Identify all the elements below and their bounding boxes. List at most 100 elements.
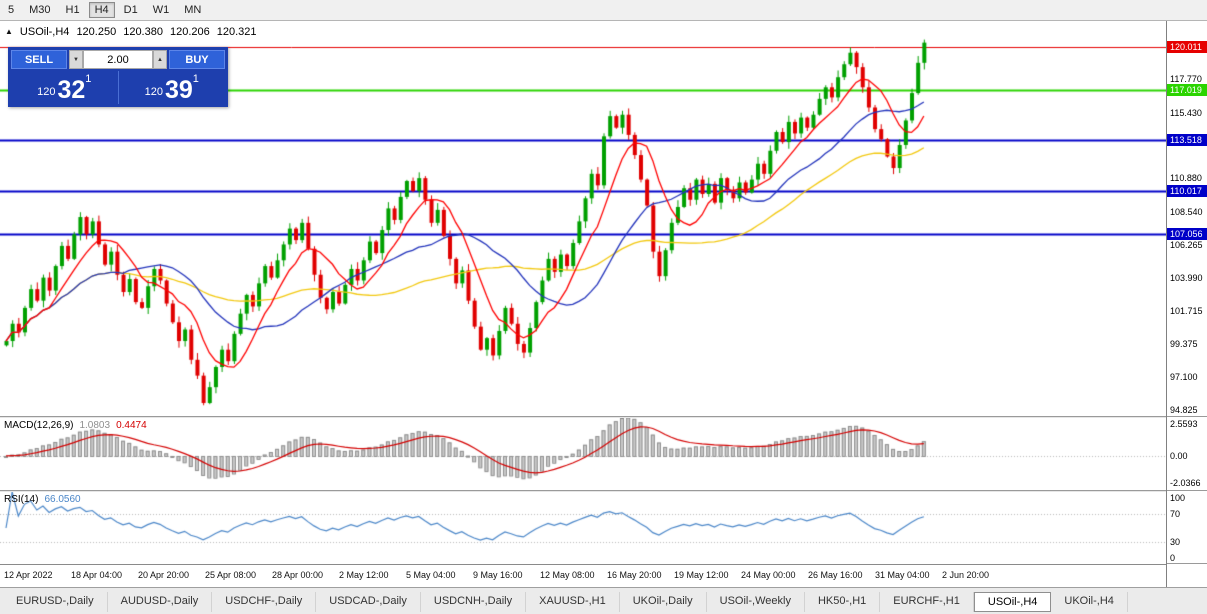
price-axis-label: 94.825	[1170, 404, 1198, 415]
chart-tab-xauusd-h1[interactable]: XAUUSD-,H1	[526, 592, 620, 612]
chart-tab-usoil-weekly[interactable]: USOil-,Weekly	[707, 592, 805, 612]
time-axis-label: 26 May 16:00	[808, 570, 863, 580]
price-axis-label: 106.265	[1170, 239, 1203, 250]
ask-pips: 39	[164, 76, 193, 104]
price-axis-label: 97.100	[1170, 372, 1198, 383]
bid-pips: 32	[57, 76, 86, 104]
buy-button[interactable]: BUY	[169, 50, 225, 69]
volume-decrease-icon[interactable]: ▼	[69, 50, 83, 69]
timeframe-button-h4[interactable]: H4	[88, 2, 115, 18]
plots-area: ▲ USOil-,H4 120.250 120.380 120.206 120.…	[0, 21, 1167, 587]
panel-splitter-rsi[interactable]	[0, 490, 1166, 492]
axis-separator	[1167, 490, 1207, 491]
one-click-trading-panel: SELL ▼ 2.00 ▲ BUY 120 32 1	[8, 47, 228, 107]
ohlc-open: 120.250	[76, 26, 117, 38]
time-axis-label: 12 May 08:00	[540, 570, 595, 580]
axis-separator	[1167, 563, 1207, 564]
macd-axis-label: 0.00	[1170, 450, 1188, 461]
price-level-badge: 107.056	[1167, 227, 1207, 240]
price-axis-label: 103.990	[1170, 272, 1203, 283]
bid-price[interactable]: 120 32 1	[11, 71, 118, 104]
ohlc-high: 120.380	[123, 26, 163, 38]
time-axis-label: 2 Jun 20:00	[942, 570, 990, 580]
rsi-title: RSI(14)	[4, 494, 39, 505]
timeframe-button-mn[interactable]: MN	[184, 4, 202, 16]
chart-tab-audusd-daily[interactable]: AUDUSD-,Daily	[108, 592, 213, 612]
chart-symbol-title: USOil-,H4	[19, 26, 70, 38]
volume-control: ▼ 2.00 ▲	[69, 50, 167, 69]
macd-title: MACD(12,26,9)	[4, 420, 74, 431]
price-axis-label: 117.770	[1170, 74, 1202, 85]
rsi-label: RSI(14) 66.0560	[4, 494, 81, 505]
price-level-badge: 117.019	[1167, 83, 1207, 96]
chart-tab-usdchf-daily[interactable]: USDCHF-,Daily	[212, 592, 317, 612]
chart-workspace: ▲ USOil-,H4 120.250 120.380 120.206 120.…	[0, 21, 1207, 587]
chart-tab-eurusd-daily[interactable]: EURUSD-,Daily	[3, 592, 108, 612]
time-axis-label: 28 Apr 00:00	[272, 570, 324, 580]
price-level-badge: 113.518	[1167, 134, 1207, 147]
time-axis-label: 16 May 20:00	[607, 570, 662, 580]
bid-pipette: 1	[85, 73, 92, 85]
price-axis-label: 110.880	[1170, 173, 1202, 184]
chart-tab-ukoil-daily[interactable]: UKOil-,Daily	[620, 592, 707, 612]
bid-whole: 120	[37, 86, 56, 98]
timeframe-button-h1[interactable]: H1	[65, 4, 80, 16]
chart-tab-usdcad-daily[interactable]: USDCAD-,Daily	[316, 592, 421, 612]
time-axis-label: 25 Apr 08:00	[205, 570, 257, 580]
time-axis-label: 12 Apr 2022	[4, 570, 53, 580]
rsi-axis-label: 70	[1170, 508, 1181, 519]
ohlc-close: 120.321	[216, 26, 257, 38]
chart-tab-bar: EURUSD-,Daily AUDUSD-,Daily USDCHF-,Daily U…	[0, 587, 1207, 614]
timeframe-button-m30[interactable]: M30	[29, 4, 51, 16]
time-axis-label: 31 May 04:00	[875, 570, 930, 580]
time-axis-label: 20 Apr 20:00	[138, 570, 190, 580]
chart-tab-hk50-h1[interactable]: HK50-,H1	[805, 592, 881, 612]
panel-splitter-macd[interactable]	[0, 416, 1166, 418]
time-axis-label: 18 Apr 04:00	[71, 570, 123, 580]
chart-tab-ukoil-h4[interactable]: UKOil-,H4	[1051, 592, 1128, 612]
ask-whole: 120	[144, 86, 163, 98]
price-level-badge: 110.017	[1167, 184, 1207, 197]
macd-indicator-panel: MACD(12,26,9) 1.0803 0.4474	[0, 418, 1166, 490]
macd-canvas[interactable]	[0, 418, 1166, 490]
timeframe-button-d1[interactable]: D1	[123, 4, 138, 16]
rsi-indicator-panel: RSI(14) 66.0560	[0, 492, 1166, 564]
price-axis-label: 101.715	[1170, 305, 1203, 316]
timeframe-toolbar: 5 M30 H1 H4 D1 W1 MN	[0, 0, 1207, 21]
volume-input[interactable]: 2.00	[83, 50, 153, 69]
time-axis-label: 24 May 00:00	[741, 570, 796, 580]
ask-price[interactable]: 120 39 1	[117, 71, 226, 104]
time-axis[interactable]: 12 Apr 2022 18 Apr 04:00 20 Apr 20:00 25 Ap…	[0, 564, 1166, 587]
ask-pipette: 1	[192, 73, 199, 85]
timeframe-button-w1[interactable]: W1	[152, 4, 170, 16]
price-level-badge: 120.011	[1167, 40, 1207, 53]
rsi-axis-label: 0	[1170, 553, 1176, 563]
macd-axis-label: -2.0366	[1170, 477, 1201, 488]
macd-main-value: 1.0803	[79, 420, 111, 431]
sell-button[interactable]: SELL	[11, 50, 67, 69]
rsi-canvas[interactable]	[0, 492, 1166, 564]
time-axis-label: 5 May 04:00	[406, 570, 456, 580]
price-axis-label: 115.430	[1170, 107, 1202, 118]
timeframe-button-5[interactable]: 5	[8, 4, 15, 16]
price-axis[interactable]: 117.770 115.430 110.880 108.540 106.265 103.9…	[1167, 21, 1207, 587]
axis-separator	[1167, 416, 1207, 417]
chart-tab-eurchf-h1[interactable]: EURCHF-,H1	[880, 592, 974, 612]
time-axis-label: 2 May 12:00	[339, 570, 389, 580]
chart-tab-usdcnh-daily[interactable]: USDCNH-,Daily	[421, 592, 527, 612]
time-axis-label: 19 May 12:00	[674, 570, 729, 580]
rsi-axis-label: 30	[1170, 537, 1181, 548]
volume-increase-icon[interactable]: ▲	[153, 50, 167, 69]
macd-signal-value: 0.4474	[116, 420, 147, 431]
rsi-value: 66.0560	[44, 494, 81, 505]
price-axis-label: 99.375	[1170, 339, 1198, 350]
price-chart-panel: ▲ USOil-,H4 120.250 120.380 120.206 120.…	[0, 21, 1166, 416]
chart-header: ▲ USOil-,H4 120.250 120.380 120.206 120.…	[5, 26, 257, 38]
chart-tab-usoil-h4[interactable]: USOil-,H4	[973, 592, 1052, 612]
macd-label: MACD(12,26,9) 1.0803 0.4474	[4, 420, 147, 431]
rsi-axis-label: 100	[1170, 493, 1186, 503]
price-axis-label: 108.540	[1170, 207, 1203, 218]
one-click-collapse-icon[interactable]: ▲	[5, 27, 13, 36]
time-axis-label: 9 May 16:00	[473, 570, 523, 580]
